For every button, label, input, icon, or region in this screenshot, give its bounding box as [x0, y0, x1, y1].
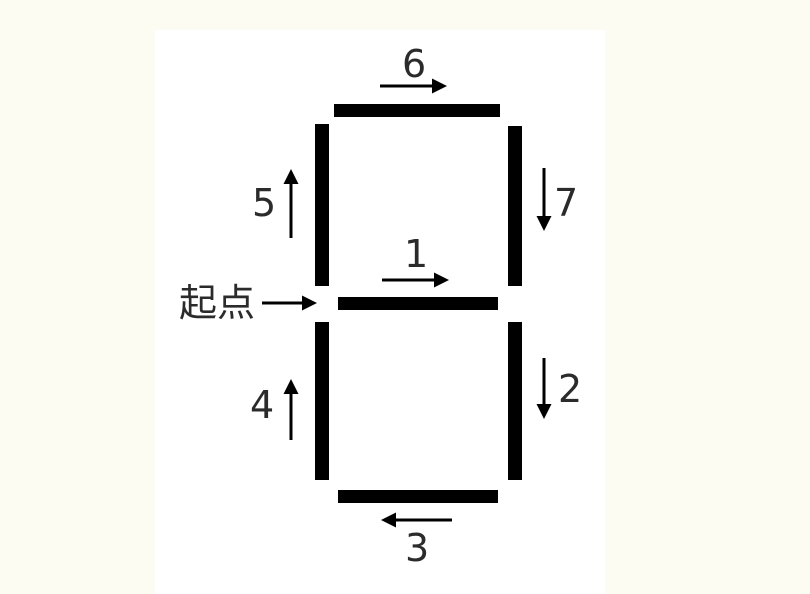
- segment-upper-left: [315, 124, 329, 286]
- label-3: 3: [405, 526, 429, 570]
- segment-upper-right: [508, 126, 522, 286]
- segment-bottom: [338, 490, 498, 503]
- label-5: 5: [252, 181, 276, 225]
- label-7: 7: [554, 181, 578, 225]
- label-2: 2: [558, 367, 582, 411]
- segment-middle: [338, 297, 498, 310]
- label-4: 4: [250, 383, 274, 427]
- segment-top: [334, 104, 500, 117]
- segment-lower-right: [508, 322, 522, 480]
- label-6: 6: [402, 42, 426, 86]
- label-1: 1: [404, 232, 428, 276]
- start-label: 起点: [179, 281, 255, 325]
- segment-lower-left: [315, 322, 329, 480]
